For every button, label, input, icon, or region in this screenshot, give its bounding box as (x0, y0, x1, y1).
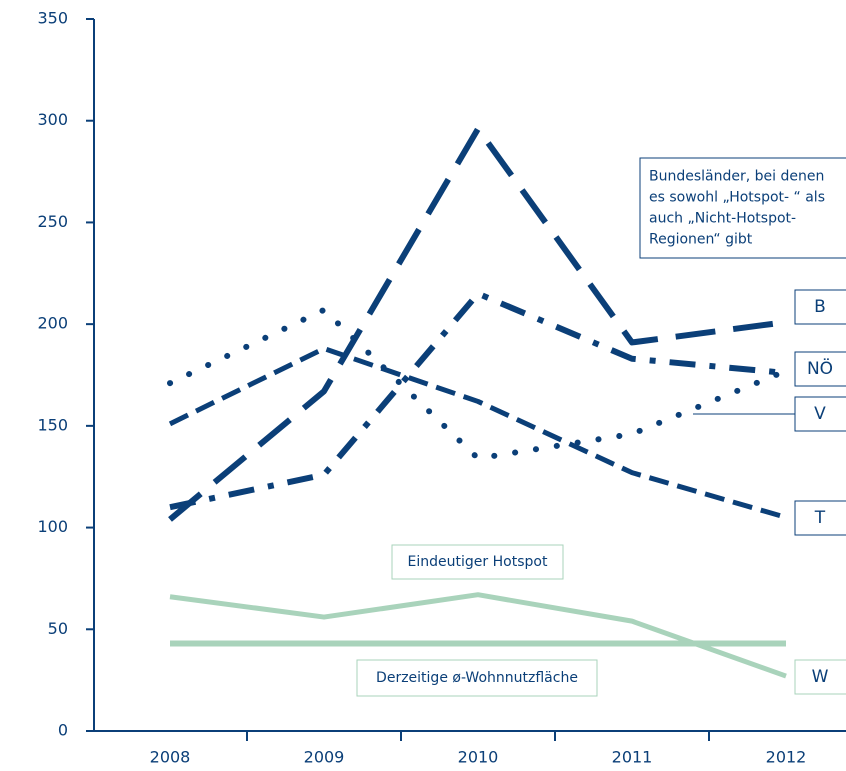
series-label: T (814, 508, 826, 528)
label-box (794, 351, 846, 387)
label-box (794, 396, 846, 432)
y-tick-label: 200 (37, 314, 68, 333)
y-tick-label: 150 (37, 415, 68, 434)
x-tick-label: 2012 (766, 748, 807, 767)
series-line (169, 290, 787, 511)
series-line (168, 125, 787, 522)
annotation-box (391, 544, 564, 580)
y-tick-label: 100 (37, 517, 68, 536)
series-label: Derzeitige ø-Wohnnutzfläche (376, 670, 578, 686)
y-tick-label: 300 (37, 110, 68, 129)
label-box (794, 289, 846, 325)
y-tick-label: 250 (37, 212, 68, 231)
x-tick-label: 2009 (304, 748, 345, 767)
x-tick-label: 2011 (612, 748, 653, 767)
annotation-text: es sowohl „Hotspot- “ als (649, 190, 825, 206)
annotation-box (639, 157, 846, 259)
y-tick-label: 0 (58, 721, 68, 740)
annotation-text: auch „Nicht-Hotspot- (649, 211, 796, 227)
series-line (169, 592, 787, 679)
x-tick-label: 2008 (150, 748, 191, 767)
annotation-text: Eindeutiger Hotspot (408, 554, 548, 570)
y-tick-label: 350 (37, 9, 68, 28)
x-tick-label: 2010 (458, 748, 499, 767)
label-box (794, 659, 846, 695)
annotation-text: Bundesländer, bei denen (649, 169, 824, 185)
series-label: V (814, 404, 826, 424)
series-label: B (814, 297, 826, 317)
label-box (794, 500, 846, 536)
label-box (356, 659, 598, 697)
series-line (168, 346, 787, 520)
y-tick-label: 50 (48, 619, 68, 638)
series-label: NÖ (807, 357, 833, 379)
series-label: W (812, 667, 829, 687)
annotation-text: Regionen“ gibt (649, 232, 753, 248)
